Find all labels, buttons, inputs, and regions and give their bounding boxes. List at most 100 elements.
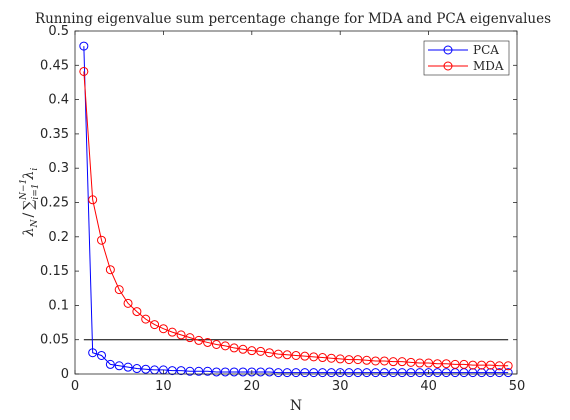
data-point-pca	[176, 366, 186, 376]
data-point-pca	[291, 368, 301, 378]
data-point-pca	[97, 350, 107, 360]
data-point-pca	[379, 368, 389, 378]
y-tick-label: 0.2	[48, 230, 69, 245]
data-point-pca	[203, 366, 213, 376]
data-point-mda	[353, 355, 363, 365]
data-point-mda	[300, 351, 310, 361]
data-point-pca	[362, 368, 372, 378]
legend: PCA MDA	[423, 40, 510, 76]
data-point-mda	[318, 353, 328, 363]
data-point-mda	[88, 195, 98, 205]
data-point-mda	[79, 66, 89, 76]
data-point-mda	[264, 348, 274, 358]
data-point-mda	[185, 333, 195, 343]
data-point-mda	[123, 298, 133, 308]
data-point-pca	[494, 368, 504, 378]
data-point-mda	[273, 349, 283, 359]
data-point-mda	[494, 361, 504, 371]
data-point-pca	[141, 364, 151, 374]
y-tick-label: 0.15	[40, 264, 69, 279]
data-point-pca	[424, 368, 434, 378]
data-point-mda	[379, 356, 389, 366]
data-point-mda	[114, 285, 124, 295]
data-point-pca	[238, 367, 248, 377]
data-point-mda	[424, 358, 434, 368]
y-label-upper-limit: N−1	[19, 179, 29, 201]
series-line-mda	[83, 71, 509, 367]
x-tick-label: 50	[509, 379, 526, 394]
y-tick-label: 0	[61, 367, 69, 382]
data-point-pca	[211, 367, 221, 377]
data-point-pca	[344, 368, 354, 378]
y-label-lambda: λ	[21, 227, 37, 237]
data-point-pca	[123, 362, 133, 372]
data-point-mda	[468, 360, 478, 370]
x-tick-label: 40	[420, 379, 437, 394]
data-point-pca	[415, 368, 425, 378]
data-point-mda	[485, 360, 495, 370]
data-point-mda	[441, 359, 451, 369]
data-point-mda	[397, 357, 407, 367]
legend-marker-pca	[443, 45, 453, 55]
data-point-mda	[247, 346, 257, 356]
y-label-sub-n: N	[30, 218, 40, 228]
y-label-sub-i: i	[30, 168, 40, 171]
data-point-pca	[88, 348, 98, 358]
y-tick-label: 0.1	[48, 298, 69, 313]
y-axis-label-text: λN/∑N−1 i=1λi	[19, 168, 41, 238]
data-point-mda	[141, 314, 151, 324]
y-tick-label: 0.35	[40, 127, 69, 142]
data-point-mda	[105, 265, 115, 275]
y-tick-label: 0.05	[40, 333, 69, 348]
data-point-mda	[335, 354, 345, 364]
y-tick-label: 0.4	[48, 93, 69, 108]
data-point-mda	[194, 335, 204, 345]
data-point-pca	[432, 368, 442, 378]
y-tick-label: 0.3	[48, 161, 69, 176]
plot-marks	[79, 41, 513, 378]
data-point-pca	[194, 366, 204, 376]
axis-ticks: 0 10 20 30 40 50 0 0.05 0.1 0.15 0.2 0.25 0.3 0.35 0.4…	[40, 24, 525, 394]
legend-marker-mda	[443, 61, 453, 71]
data-point-pca	[326, 368, 336, 378]
y-label-slash: /	[21, 213, 37, 218]
data-point-mda	[158, 324, 168, 334]
legend-box	[423, 40, 510, 76]
data-point-pca	[309, 368, 319, 378]
data-point-mda	[459, 359, 469, 369]
data-point-pca	[185, 366, 195, 376]
y-label-lower-limit: i=1	[31, 183, 41, 199]
x-axis-label: N	[290, 398, 302, 414]
data-point-pca	[273, 368, 283, 378]
data-point-pca	[441, 368, 451, 378]
data-point-mda	[326, 353, 336, 363]
series-line-pca	[83, 46, 509, 374]
data-point-mda	[371, 356, 381, 366]
y-axis-label: λN/∑N−1 i=1λi	[19, 168, 41, 238]
y-label-sigma: ∑	[21, 200, 37, 210]
data-point-mda	[362, 355, 372, 365]
data-point-pca	[229, 367, 239, 377]
data-point-mda	[388, 357, 398, 367]
data-point-mda	[309, 352, 319, 362]
data-point-mda	[203, 337, 213, 347]
data-point-mda	[97, 235, 107, 245]
data-point-pca	[503, 368, 513, 378]
data-point-mda	[167, 327, 177, 337]
data-point-mda	[150, 320, 160, 330]
y-tick-label: 0.25	[40, 196, 69, 211]
data-point-mda	[256, 346, 266, 356]
x-tick-label: 0	[71, 379, 79, 394]
chart-title: Running eigenvalue sum percentage change…	[35, 11, 551, 27]
data-point-pca	[220, 367, 230, 377]
legend-label-mda: MDA	[473, 59, 504, 73]
data-point-mda	[211, 340, 221, 350]
y-tick-label: 0.5	[48, 24, 69, 39]
y-label-lambda-i: λ	[21, 171, 37, 181]
data-point-mda	[432, 359, 442, 369]
data-point-mda	[450, 359, 460, 369]
data-point-mda	[503, 361, 513, 371]
data-point-pca	[247, 367, 257, 377]
data-point-pca	[300, 368, 310, 378]
